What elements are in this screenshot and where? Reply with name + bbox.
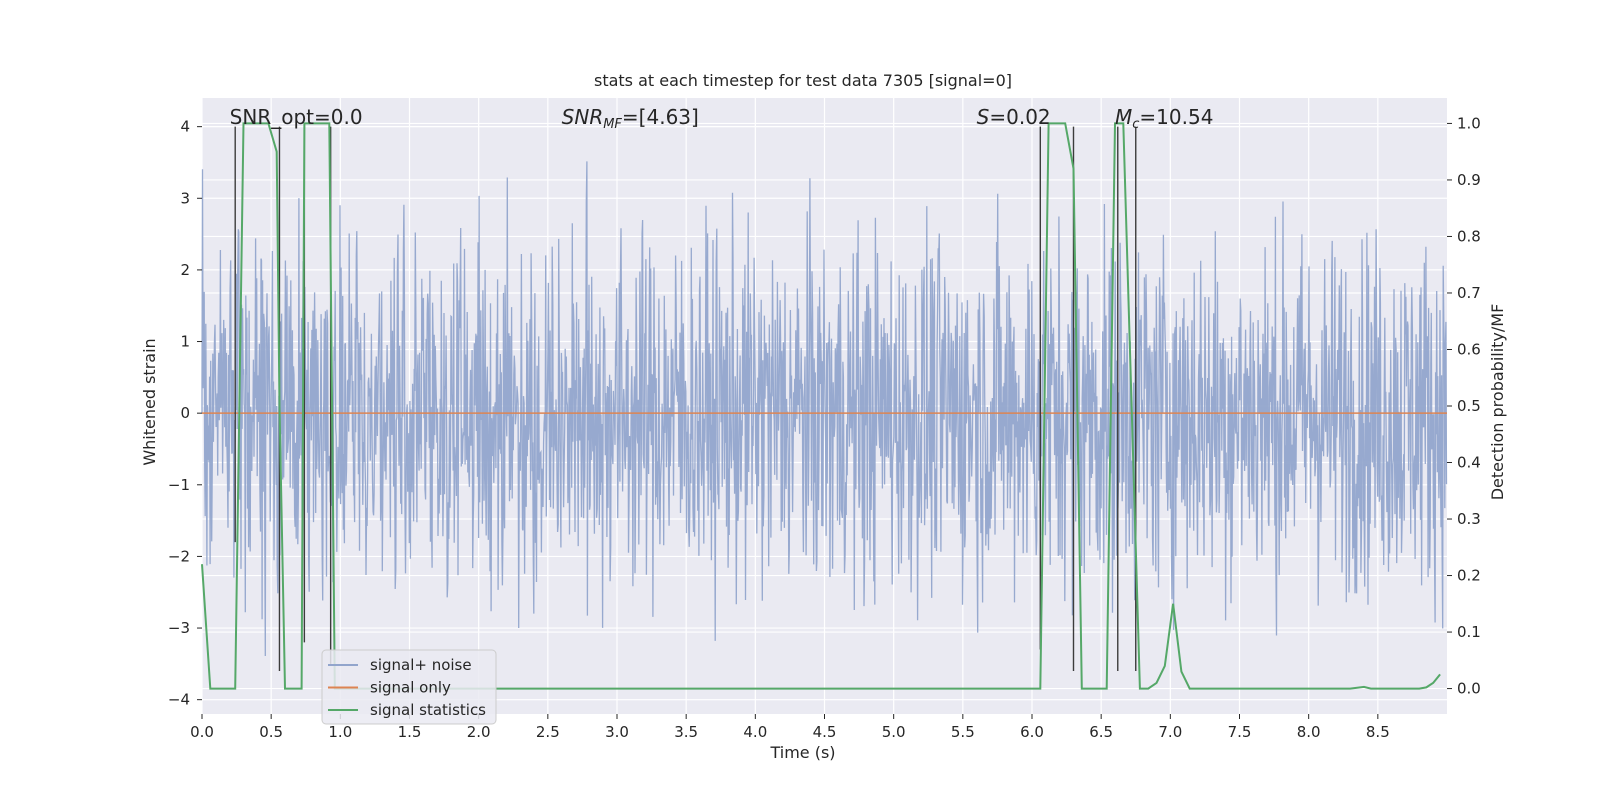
y-right-tick-label: 0.3: [1457, 510, 1481, 528]
x-tick-label: 0.0: [190, 723, 214, 741]
legend-label: signal only: [370, 679, 451, 697]
legend-box: [321, 649, 497, 725]
x-tick-label: 2.5: [536, 723, 560, 741]
x-tick-label: 1.5: [398, 723, 422, 741]
x-tick-label: 1.0: [328, 723, 352, 741]
y-left-tick-label: −3: [168, 619, 190, 637]
y-left-tick-label: −2: [168, 547, 190, 565]
chart-title: stats at each timestep for test data 730…: [594, 71, 1012, 90]
y-right-tick-label: 0.1: [1457, 623, 1481, 641]
y-right-tick-label: 1.0: [1457, 114, 1481, 132]
x-tick-label: 4.0: [743, 723, 767, 741]
y-left-tick-label: 0: [180, 404, 190, 422]
y-right-tick-label: 0.6: [1457, 340, 1481, 358]
y-left-tick-label: −4: [168, 691, 190, 709]
y-axis-right-label: Detection probability/MF: [1488, 304, 1507, 501]
series-signal-statistics: [201, 122, 1441, 690]
x-tick-label: 3.0: [605, 723, 629, 741]
y-axis-left-label: Whitened strain: [140, 338, 159, 465]
y-right-tick-label: 0.7: [1457, 284, 1481, 302]
x-axis-label: Time (s): [769, 743, 835, 762]
x-tick-label: 4.5: [813, 723, 837, 741]
x-tick-label: 6.5: [1089, 723, 1113, 741]
annotation-snr-mf: SNRMF=[4.63]: [562, 105, 699, 132]
x-tick-label: 8.5: [1366, 723, 1390, 741]
y-right-tick-label: 0.2: [1457, 567, 1481, 585]
x-tick-label: 7.0: [1158, 723, 1182, 741]
x-tick-label: 3.5: [674, 723, 698, 741]
x-tick-label: 2.0: [467, 723, 491, 741]
annotation-snr-opt: SNR_opt=0.0: [230, 105, 363, 129]
axis-ticks: 0.0 0.5 1.0 1.5 2.0 2.5 3.0 3.5 4.0 4.5 5.0 5.5 6.0 6…: [168, 114, 1481, 741]
y-right-tick-label: 0.9: [1457, 171, 1481, 189]
y-left-tick-label: 3: [180, 189, 190, 207]
x-tick-label: 6.0: [1020, 723, 1044, 741]
legend: signal+ noise signal only signal statistic…: [321, 649, 497, 725]
x-tick-label: 7.5: [1228, 723, 1252, 741]
y-left-tick-label: −1: [168, 476, 190, 494]
annotations: SNR_opt=0.0 SNRMF=[4.63] S=0.02 Mc=10.54: [230, 105, 1214, 132]
y-left-tick-label: 4: [180, 118, 190, 136]
y-right-tick-label: 0.8: [1457, 227, 1481, 245]
x-tick-label: 8.0: [1297, 723, 1321, 741]
legend-label: signal statistics: [370, 701, 486, 719]
y-left-tick-label: 1: [180, 333, 190, 351]
legend-label: signal+ noise: [370, 656, 472, 674]
statistics-line: [201, 122, 1441, 690]
annotation-s-stat: S=0.02: [977, 105, 1051, 129]
annotation-mc: Mc=10.54: [1115, 105, 1213, 132]
y-left-tick-label: 2: [180, 261, 190, 279]
x-tick-label: 5.5: [951, 723, 975, 741]
y-right-tick-label: 0.0: [1457, 680, 1481, 698]
y-right-tick-label: 0.4: [1457, 454, 1481, 472]
x-tick-label: 0.5: [259, 723, 283, 741]
x-tick-label: 5.0: [882, 723, 906, 741]
series-signal-noise: [201, 161, 1448, 657]
noise-trace: [201, 161, 1448, 657]
y-right-tick-label: 0.5: [1457, 397, 1481, 415]
